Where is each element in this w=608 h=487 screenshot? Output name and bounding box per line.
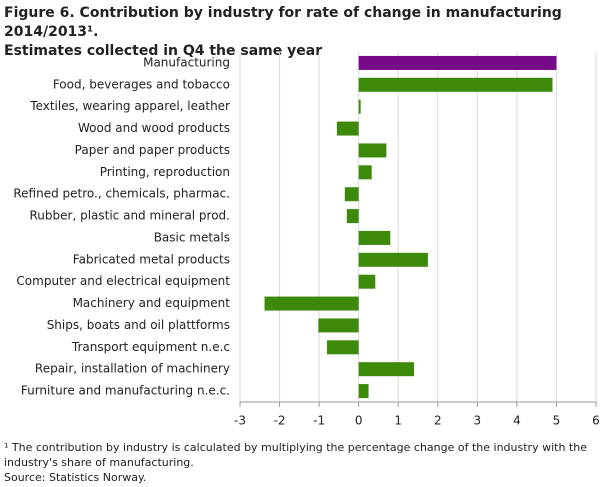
bar [358,55,557,70]
y-tick-label: Rubber, plastic and mineral prod. [30,209,231,223]
x-tick-label: 5 [553,414,561,428]
y-tick-label: Paper and paper products [75,143,230,157]
y-tick-label: Wood and wood products [78,121,230,135]
bar [318,318,359,333]
bar [358,77,553,92]
x-tick-label: -1 [313,414,325,428]
bar [264,296,359,311]
bar [358,165,372,180]
y-tick-label: Computer and electrical equipment [16,274,230,288]
y-tick-label: Machinery and equipment [73,296,231,310]
y-tick-label: Printing, reproduction [100,165,230,179]
x-tick-label: 3 [474,414,482,428]
bar [344,187,359,202]
bar [327,340,359,355]
bar [358,99,361,114]
bar [358,143,387,158]
x-tick-label: 4 [513,414,521,428]
y-tick-label: Refined petro., chemicals, pharmac. [13,187,230,201]
x-tick-label: 6 [592,414,600,428]
footer: ¹ The contribution by industry is calcul… [4,440,604,485]
footnote: ¹ The contribution by industry is calcul… [4,441,587,469]
y-tick-label: Transport equipment n.e.c [71,340,230,354]
bar [346,209,359,224]
bar [358,252,428,267]
x-tick-label: -3 [234,414,246,428]
bar [358,230,391,245]
x-tick-label: -2 [274,414,286,428]
bar [358,274,376,289]
x-tick-label: 2 [434,414,442,428]
chart-subtitle: Estimates collected in Q4 the same year [4,43,323,59]
x-tick-label: 1 [394,414,402,428]
y-tick-label: Fabricated metal products [73,252,230,266]
y-tick-label: Textiles, wearing apparel, leather [29,99,230,113]
y-tick-label: Repair, installation of machinery [35,362,230,376]
bar [358,362,415,377]
title-block: Figure 6. Contribution by industry for r… [4,4,604,61]
y-tick-label: Basic metals [154,230,230,244]
y-tick-label: Food, beverages and tobacco [53,77,230,91]
source: Source: Statistics Norway. [4,471,147,484]
y-tick-label: Furniture and manufacturing n.e.c. [21,384,230,398]
chart: -3 -2 -1 0 1 2 3 4 5 6 Manufacturing Food, beverage… [13,52,600,428]
y-tick-label: Manufacturing [143,55,230,69]
x-tick-label: 0 [355,414,363,428]
bar [358,384,369,399]
chart-title: Figure 6. Contribution by industry for r… [4,5,562,40]
bar [336,121,359,136]
y-tick-label: Ships, boats and oil plattforms [47,318,230,332]
